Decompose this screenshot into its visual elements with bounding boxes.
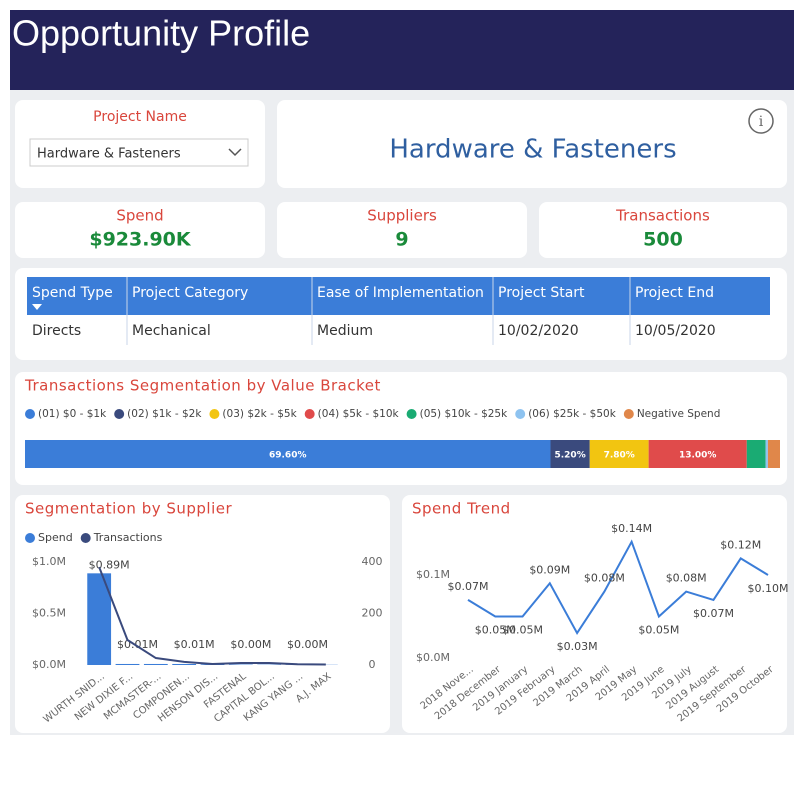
data-label: $0.00M xyxy=(287,638,328,651)
legend-label: Spend xyxy=(38,531,73,544)
legend-label: (03) $2k - $5k xyxy=(222,408,297,420)
data-label: $0.01M xyxy=(117,638,158,651)
data-label: 13.00% xyxy=(679,451,717,461)
y2-tick-label: 200 xyxy=(362,607,383,620)
data-label: $0.08M xyxy=(584,572,625,585)
data-label: 5.20% xyxy=(554,451,585,461)
legend-label: Negative Spend xyxy=(637,408,721,420)
data-label: $0.12M xyxy=(720,538,761,551)
bar-segment xyxy=(746,440,766,468)
legend-label: (04) $5k - $10k xyxy=(318,408,400,420)
chart-title: Segmentation by Supplier xyxy=(25,500,232,518)
data-label: 7.80% xyxy=(604,451,635,461)
y-tick-label: $1.0M xyxy=(32,555,66,568)
bar xyxy=(115,663,140,665)
dropdown[interactable] xyxy=(29,138,249,167)
data-label: $0.09M xyxy=(529,563,570,576)
bar-segment xyxy=(550,440,590,468)
legend-swatch xyxy=(114,409,125,419)
data-label: $0.03M xyxy=(557,640,598,653)
y-tick-label: $0.5M xyxy=(32,607,66,620)
card xyxy=(277,202,527,258)
data-label: $0.10M xyxy=(748,582,789,595)
bar xyxy=(87,573,112,665)
data-label: $0.07M xyxy=(693,607,734,620)
card xyxy=(277,100,787,188)
column-header: Spend Type xyxy=(32,285,113,301)
legend-swatch xyxy=(25,409,35,419)
table-cell: 10/05/2020 xyxy=(635,323,716,339)
bar-segment xyxy=(648,440,747,468)
legend-label: Transactions xyxy=(93,531,163,544)
bar xyxy=(172,663,197,665)
line-series xyxy=(98,566,326,666)
kpi-label: Suppliers xyxy=(367,207,437,225)
header-bar xyxy=(10,10,794,90)
kpi-label: Spend xyxy=(116,207,163,225)
data-label: $0.01M xyxy=(174,638,215,651)
column-header: Project Category xyxy=(132,285,248,301)
dropdown-value[interactable]: Hardware & Fasteners xyxy=(37,147,181,162)
y2-tick-label: 0 xyxy=(369,658,376,671)
y-tick-label: $0.1M xyxy=(416,568,450,581)
kpi-value: 500 xyxy=(643,229,683,251)
legend-swatch xyxy=(25,533,35,543)
bar-segment xyxy=(765,440,768,468)
kpi-value: 9 xyxy=(395,229,408,251)
data-label: $0.07M xyxy=(448,580,489,593)
filter-label: Project Name xyxy=(93,109,187,125)
y2-tick-label: 400 xyxy=(362,555,383,568)
table-cell: Directs xyxy=(32,323,81,339)
info-icon[interactable] xyxy=(748,108,774,134)
table-cell: 10/02/2020 xyxy=(498,323,579,339)
column-header: Project Start xyxy=(498,285,585,301)
info-icon-glyph[interactable]: i xyxy=(759,114,764,130)
dropdown-arrow[interactable] xyxy=(228,148,242,157)
legend-label: (06) $25k - $50k xyxy=(528,408,617,420)
data-label: $0.89M xyxy=(89,558,130,571)
data-label: $0.05M xyxy=(475,624,516,637)
data-label: $0.08M xyxy=(666,572,707,585)
column-header: Project End xyxy=(635,285,714,301)
card xyxy=(539,202,787,258)
legend-swatch xyxy=(515,409,526,419)
line-series xyxy=(467,539,769,636)
bar-segment xyxy=(25,440,551,468)
y-tick-label: $0.0M xyxy=(416,651,450,664)
legend-swatch xyxy=(304,409,315,419)
legend-label: (02) $1k - $2k xyxy=(127,408,202,420)
table-header xyxy=(27,277,770,315)
table-cell: Medium xyxy=(317,323,373,339)
table-cell: Mechanical xyxy=(132,323,211,339)
legend-swatch xyxy=(406,409,417,419)
card xyxy=(15,495,390,733)
column-header: Ease of Implementation xyxy=(317,285,484,301)
legend-label: (01) $0 - $1k xyxy=(38,408,107,420)
bar-segment xyxy=(767,440,780,468)
data-label: $0.00M xyxy=(230,638,271,651)
data-label: $0.05M xyxy=(502,624,543,637)
sort-arrow xyxy=(32,304,42,310)
chart-title: Spend Trend xyxy=(412,500,511,518)
legend-swatch xyxy=(623,409,634,419)
card xyxy=(402,495,787,733)
selected-project: Hardware & Fasteners xyxy=(389,135,676,165)
page-title: Opportunity Profile xyxy=(12,13,310,54)
legend-swatch xyxy=(209,409,220,419)
data-label: $0.05M xyxy=(638,624,679,637)
kpi-value: $923.90K xyxy=(89,229,192,251)
legend-swatch xyxy=(80,533,91,543)
data-label: 69.60% xyxy=(269,451,307,461)
bar xyxy=(143,663,168,665)
legend-label: (05) $10k - $25k xyxy=(420,408,509,420)
bar-segment xyxy=(589,440,649,468)
chart-title: Transactions Segmentation by Value Brack… xyxy=(24,377,381,395)
data-label: $0.14M xyxy=(611,522,652,535)
card xyxy=(15,202,265,258)
kpi-label: Transactions xyxy=(615,207,710,225)
y-tick-label: $0.0M xyxy=(32,658,66,671)
